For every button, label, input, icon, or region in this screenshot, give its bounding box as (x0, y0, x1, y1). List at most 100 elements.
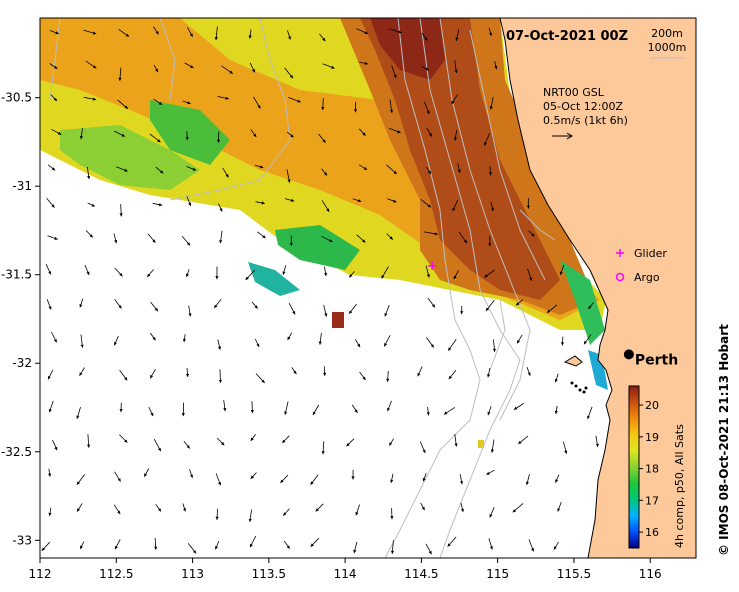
colorbar (628, 385, 640, 549)
current-arrowhead (321, 451, 325, 455)
current-arrowhead (526, 205, 530, 209)
colorbar-ticks: 16 17 18 19 20 (639, 399, 659, 539)
current-arrowhead (87, 175, 91, 180)
current-arrowhead (150, 374, 154, 379)
current-arrowhead (48, 473, 52, 477)
current-arrowhead (124, 168, 128, 172)
current-arrowhead (531, 233, 535, 237)
current-arrowhead (154, 546, 158, 550)
current-arrowhead (147, 273, 151, 277)
current-arrowhead (188, 313, 192, 317)
current-arrowhead (362, 376, 366, 380)
current-arrowhead (245, 276, 249, 280)
current-arrowhead (431, 304, 435, 308)
current-arrowhead (460, 508, 464, 512)
current-arrowhead (250, 437, 254, 441)
current-arrowhead (115, 545, 118, 550)
current-arrowhead (256, 343, 260, 347)
current-arrowhead (157, 447, 161, 452)
scale-arrow-icon (552, 132, 573, 140)
colorbar-tick-label: 16 (645, 526, 659, 539)
current-arrowhead (390, 516, 394, 520)
current-arrowhead (217, 346, 222, 350)
current-arrowhead (79, 304, 83, 308)
current-arrowhead (192, 167, 197, 171)
current-arrowhead (322, 37, 326, 42)
x-tick-label: 112.5 (99, 567, 133, 581)
current-arrowhead (460, 311, 464, 315)
current-arrowhead (290, 134, 294, 138)
current-arrowhead (454, 443, 458, 447)
current-arrowhead (310, 481, 314, 485)
current-arrowhead (494, 66, 498, 70)
current-arrowhead (459, 481, 464, 485)
current-arrowhead (55, 31, 59, 35)
y-tick-label: -32 (12, 356, 32, 370)
current-arrowhead (384, 343, 388, 347)
colorbar-label: 4h comp, p50, All Sats (673, 424, 686, 548)
current-arrowhead (457, 169, 461, 173)
current-arrowhead (512, 509, 517, 513)
argo-legend: Argo (615, 271, 660, 284)
current-arrowhead (280, 479, 284, 483)
current-arrowhead (41, 547, 45, 551)
x-tick-label: 112 (29, 567, 52, 581)
x-axis-ticks: 112 112.5 113 113.5 114 114.5 115 115.5 116 (29, 558, 662, 581)
current-arrowhead (430, 344, 434, 348)
current-arrowhead (389, 236, 393, 240)
current-arrowhead (287, 179, 291, 183)
current-arrowhead (490, 449, 494, 453)
current-arrowhead (417, 372, 421, 377)
current-arrowhead (353, 109, 358, 113)
current-arrowhead (119, 272, 123, 277)
current-arrowhead (190, 65, 194, 68)
map-title: 07-Oct-2021 00Z (506, 29, 628, 44)
sst-patch-tiny (478, 440, 484, 448)
current-arrowhead (554, 378, 558, 383)
current-arrowhead (426, 412, 430, 416)
current-arrowhead (257, 105, 261, 109)
current-arrowhead (448, 375, 452, 380)
current-arrowhead (261, 379, 265, 383)
current-source-label: NRT00 GSL (543, 86, 605, 99)
current-arrowhead (583, 340, 587, 345)
glider-position-marker (428, 261, 437, 270)
current-arrowhead (181, 413, 185, 417)
current-arrowhead (91, 203, 95, 207)
current-arrowhead (114, 239, 118, 244)
current-arrowhead (289, 74, 293, 79)
current-arrowhead (389, 442, 393, 446)
perth-city-marker (623, 349, 634, 360)
current-arrowhead (124, 105, 128, 109)
current-arrowhead (389, 109, 393, 113)
current-arrowhead (424, 37, 428, 41)
current-arrowhead (154, 307, 158, 312)
current-arrowhead (422, 477, 426, 482)
current-arrowhead (292, 311, 296, 315)
current-arrowhead (188, 202, 192, 206)
y-tick-label: -31 (12, 179, 32, 193)
perth-city-label: Perth (635, 352, 678, 368)
current-arrowhead (193, 550, 197, 554)
current-arrowhead (283, 512, 287, 516)
current-arrowhead (225, 96, 229, 100)
current-arrowhead (254, 305, 258, 309)
current-arrowhead (125, 33, 129, 37)
current-arrowhead (312, 411, 316, 415)
current-arrowhead (527, 372, 531, 376)
current-arrowhead (564, 450, 568, 454)
current-arrowhead (427, 204, 431, 208)
current-arrowhead (390, 550, 395, 554)
current-arrowhead (290, 198, 295, 202)
current-arrowhead (346, 442, 350, 447)
current-arrowhead (323, 172, 327, 176)
current-arrowhead (289, 242, 293, 246)
current-arrowhead (117, 478, 121, 482)
current-arrowhead (349, 310, 353, 314)
x-tick-label: 114.5 (404, 567, 438, 581)
colorbar-tick-label: 18 (645, 463, 659, 476)
current-arrowhead (513, 406, 518, 410)
current-arrowhead (387, 407, 391, 412)
sst-field-green-3 (275, 225, 360, 270)
